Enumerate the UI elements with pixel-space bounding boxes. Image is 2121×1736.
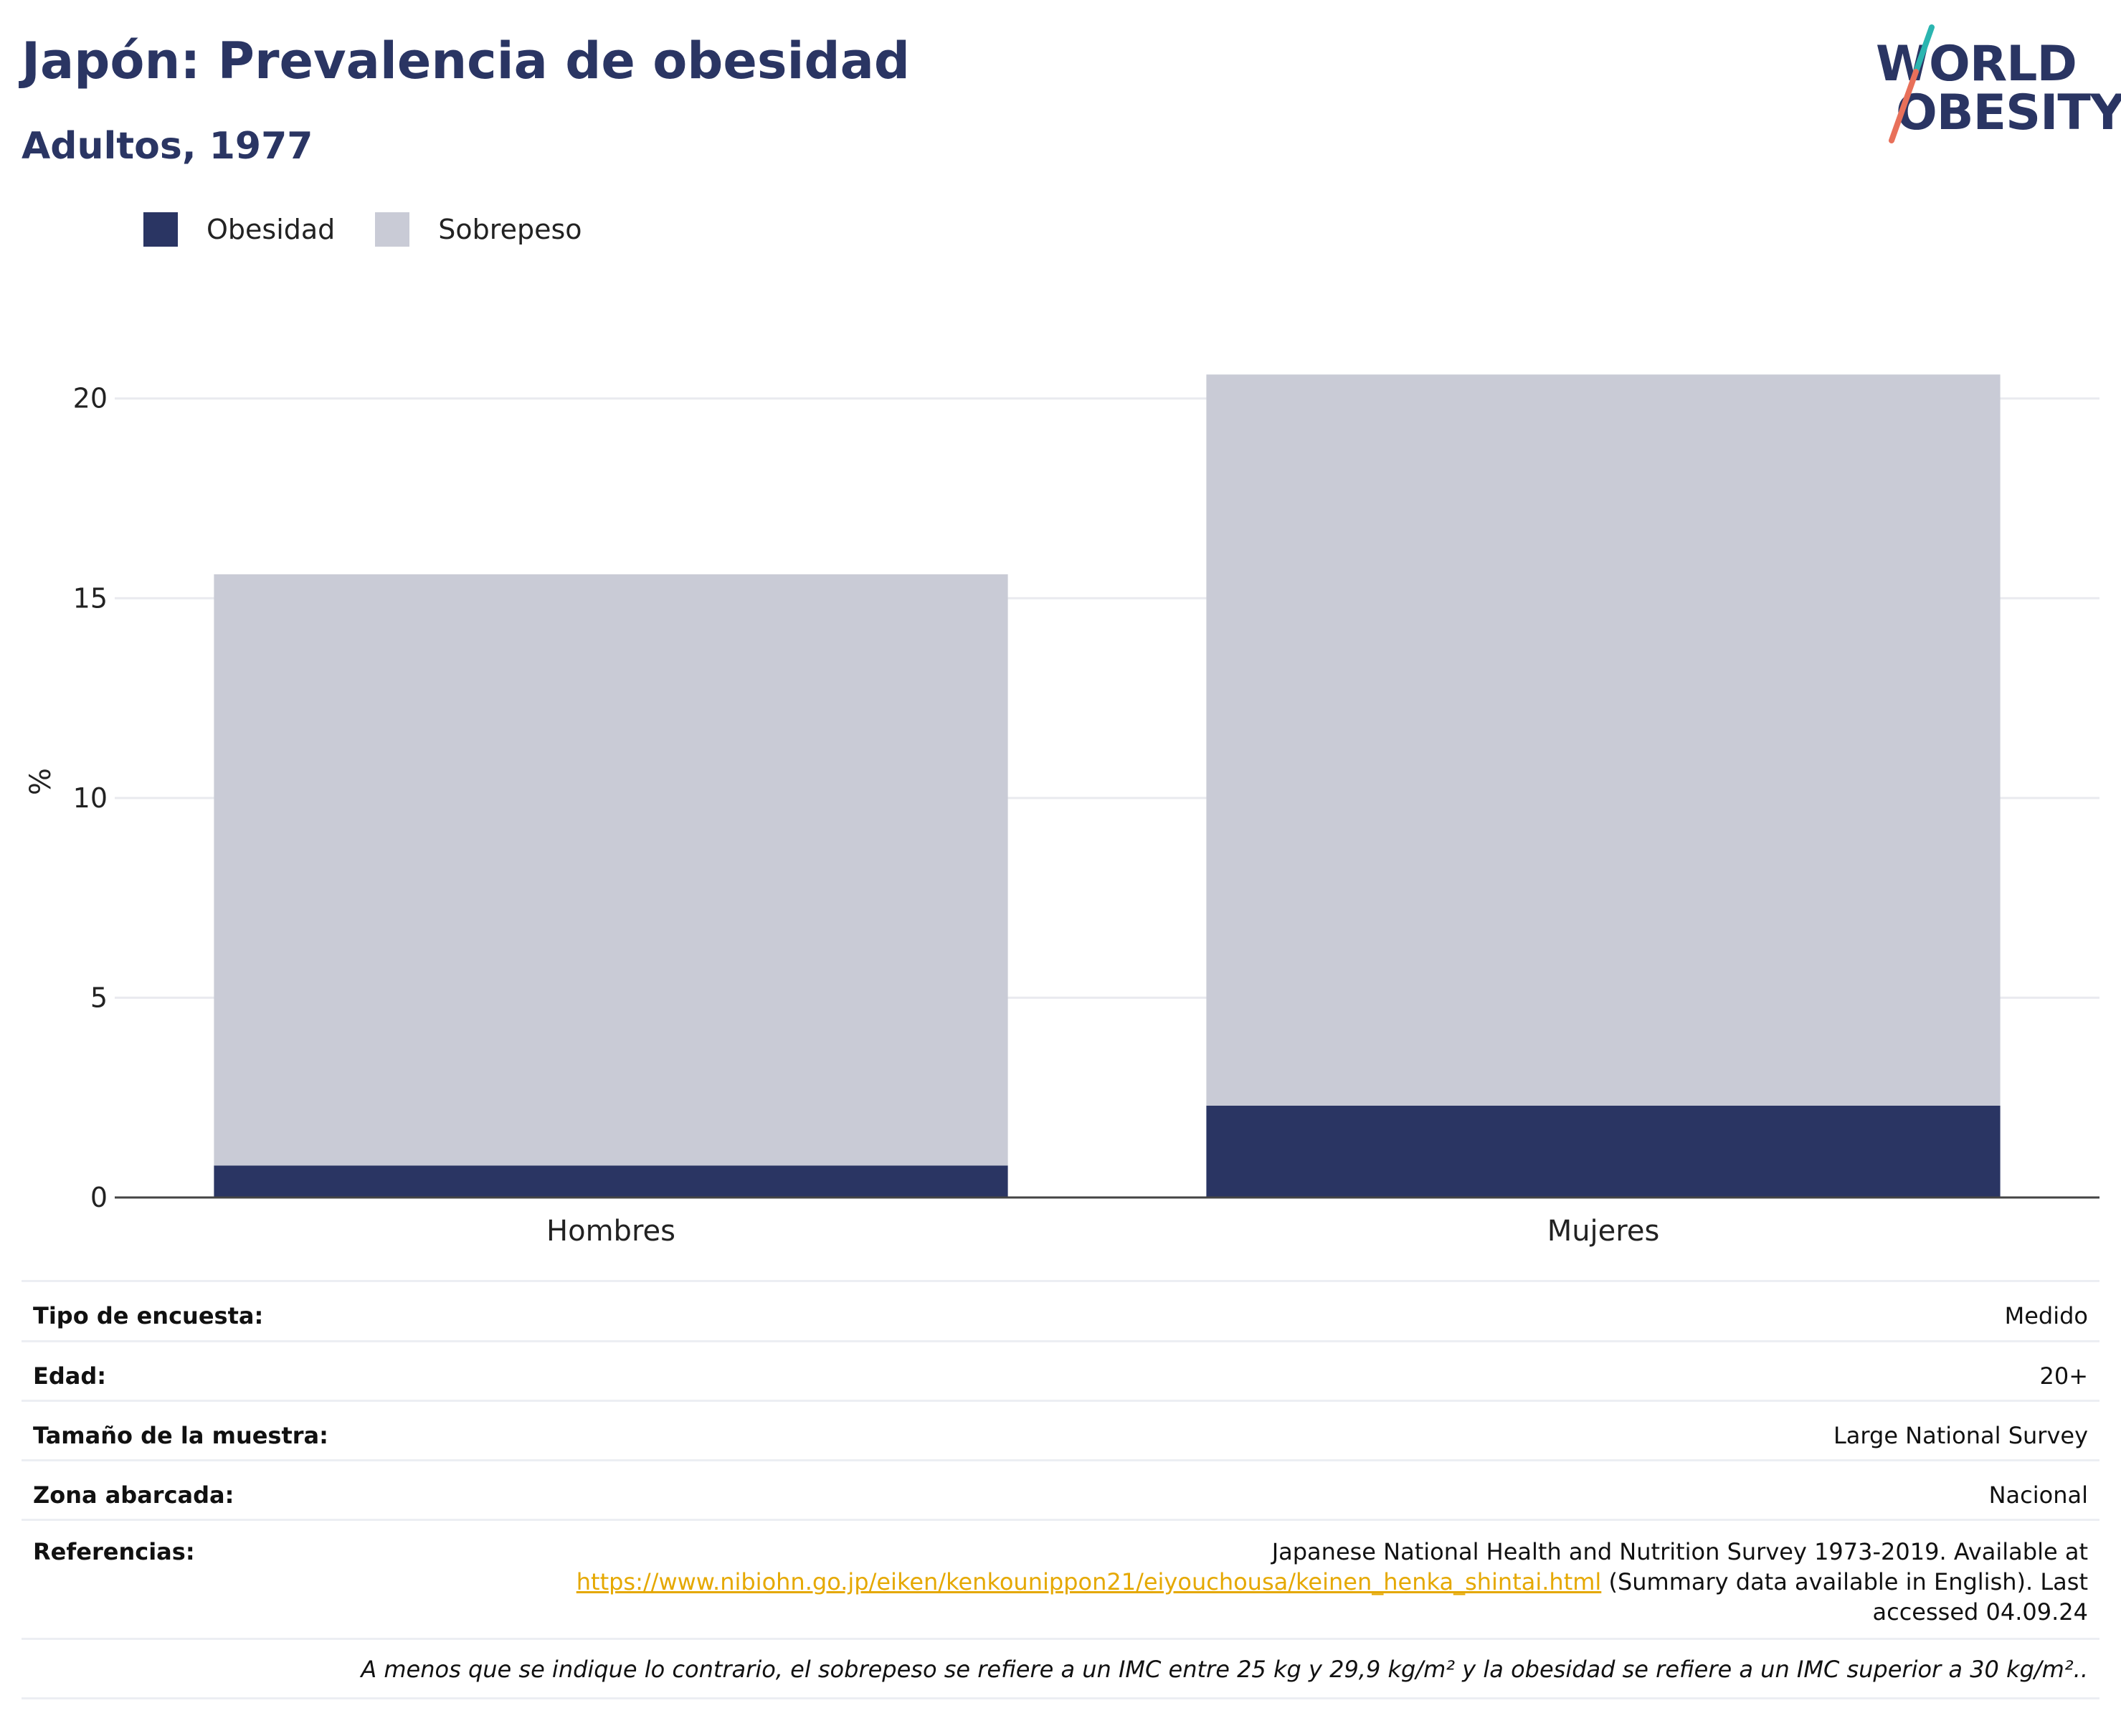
legend-label-obesidad: Obesidad: [207, 214, 336, 245]
references-after-link: (Summary data available in English). Las…: [1601, 1568, 2088, 1595]
meta-row-tamano: Tamaño de la muestra: Large National Sur…: [22, 1400, 2099, 1459]
meta-row-tipo: Tipo de encuesta: Medido: [22, 1280, 2099, 1340]
meta-label: Tipo de encuesta:: [33, 1302, 264, 1329]
bar-sobrepeso-hombres: [214, 574, 1008, 1166]
bar-obesidad-mujeres: [1206, 1105, 2001, 1197]
meta-label: Tamaño de la muestra:: [33, 1422, 328, 1449]
references-line-3: accessed 04.09.24: [1872, 1598, 2089, 1626]
references-text: Japanese National Health and Nutrition S…: [576, 1537, 2088, 1627]
world-obesity-logo: WORLD OBESITY: [1871, 22, 2121, 151]
meta-label: Zona abarcada:: [33, 1481, 234, 1509]
y-tick-label: 0: [90, 1182, 108, 1213]
meta-label: Edad:: [33, 1362, 107, 1390]
legend-item-obesidad[interactable]: Obesidad: [143, 212, 335, 247]
references-line-2: https://www.nibiohn.go.jp/eiken/kenkouni…: [576, 1567, 2088, 1597]
definition-note: A menos que se indique lo contrario, el …: [22, 1638, 2099, 1699]
logo-text-obesity: OBESITY: [1896, 85, 2121, 141]
meta-value: Nacional: [1988, 1481, 2088, 1509]
meta-value: 20+: [2039, 1362, 2088, 1390]
y-tick-label: 5: [90, 982, 108, 1013]
legend-swatch-obesidad: [143, 212, 178, 247]
chart-subtitle: Adultos, 1977: [22, 125, 313, 168]
y-tick-label: 15: [73, 582, 108, 614]
legend-swatch-sobrepeso: [375, 212, 410, 247]
meta-label: Referencias:: [33, 1538, 195, 1565]
meta-row-zona: Zona abarcada: Nacional: [22, 1459, 2099, 1519]
x-tick-label: Hombres: [546, 1215, 675, 1248]
y-axis-label: %: [24, 768, 57, 795]
legend-item-sobrepeso[interactable]: Sobrepeso: [375, 212, 582, 247]
meta-value: Large National Survey: [1833, 1422, 2088, 1449]
meta-value: Medido: [2004, 1302, 2088, 1329]
chart-title: Japón: Prevalencia de obesidad: [22, 32, 910, 90]
survey-details-table: Tipo de encuesta: Medido Edad: 20+ Tamañ…: [22, 1280, 2099, 1699]
legend-label-sobrepeso: Sobrepeso: [438, 214, 582, 245]
bar-chart: 0 5 10 15 20% Hombres Mujeres: [24, 374, 2099, 1248]
y-tick-label: 10: [73, 782, 108, 814]
x-tick-label: Mujeres: [1547, 1215, 1660, 1248]
meta-row-referencias: Referencias: Japanese National Health an…: [22, 1519, 2099, 1638]
logo-slash-icon: [1889, 24, 1935, 143]
meta-row-edad: Edad: 20+: [22, 1340, 2099, 1400]
bar-sobrepeso-mujeres: [1206, 374, 2001, 1106]
references-link[interactable]: https://www.nibiohn.go.jp/eiken/kenkouni…: [576, 1568, 1602, 1595]
y-tick-label: 20: [73, 383, 108, 414]
bar-obesidad-hombres: [214, 1165, 1008, 1197]
references-line-1: Japanese National Health and Nutrition S…: [1271, 1538, 2088, 1565]
chart-legend: Obesidad Sobrepeso: [143, 212, 622, 247]
